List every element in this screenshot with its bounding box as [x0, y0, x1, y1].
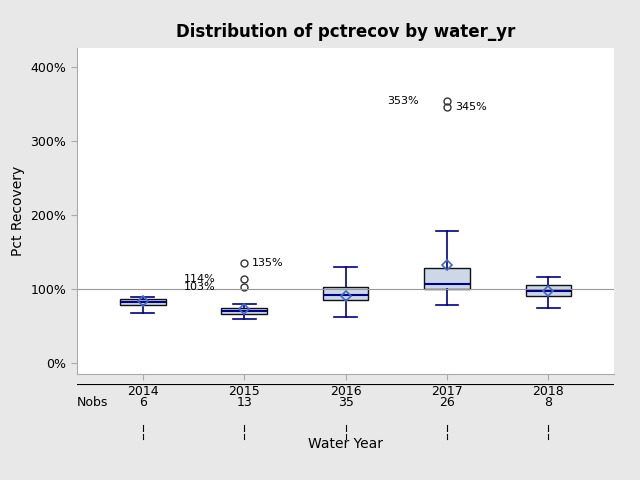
PathPatch shape — [120, 299, 166, 305]
PathPatch shape — [525, 286, 572, 296]
Text: 6: 6 — [139, 396, 147, 409]
PathPatch shape — [424, 268, 470, 289]
Text: Water Year: Water Year — [308, 436, 383, 451]
Text: 135%: 135% — [252, 258, 284, 268]
Text: 353%: 353% — [387, 96, 419, 107]
Text: 114%: 114% — [184, 274, 216, 284]
PathPatch shape — [323, 287, 369, 300]
Text: 35: 35 — [338, 396, 353, 409]
Y-axis label: Pct Recovery: Pct Recovery — [11, 166, 25, 256]
Text: 345%: 345% — [455, 102, 487, 112]
Text: 26: 26 — [439, 396, 455, 409]
Text: 103%: 103% — [184, 282, 216, 292]
Text: Nobs: Nobs — [77, 396, 108, 409]
Text: 8: 8 — [545, 396, 552, 409]
Text: 13: 13 — [236, 396, 252, 409]
Title: Distribution of pctrecov by water_yr: Distribution of pctrecov by water_yr — [176, 23, 515, 41]
PathPatch shape — [221, 308, 267, 313]
